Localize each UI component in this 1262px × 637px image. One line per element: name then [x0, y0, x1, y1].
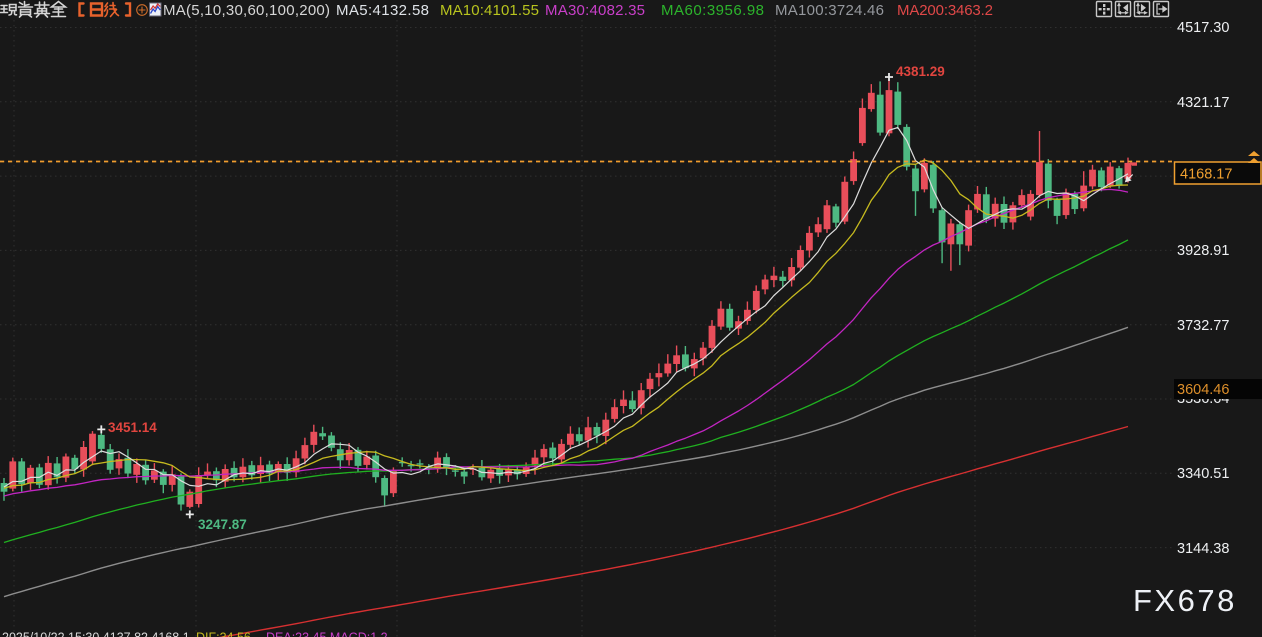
- svg-text:DIF:34.56: DIF:34.56: [196, 631, 251, 637]
- svg-text:MA5:4132.58: MA5:4132.58: [336, 2, 429, 19]
- svg-text:4321.17: 4321.17: [1177, 95, 1229, 111]
- svg-text:MA10:4101.55: MA10:4101.55: [440, 2, 539, 19]
- svg-text:FX678: FX678: [1133, 583, 1237, 618]
- svg-text:4168.17: 4168.17: [1180, 167, 1232, 183]
- svg-text:3928.91: 3928.91: [1177, 243, 1229, 259]
- svg-text:3451.14: 3451.14: [108, 420, 157, 435]
- svg-text:3732.77: 3732.77: [1177, 318, 1229, 334]
- svg-text:4517.30: 4517.30: [1177, 20, 1229, 36]
- svg-text:MA60:3956.98: MA60:3956.98: [661, 2, 764, 19]
- svg-text:MA(5,10,30,60,100,200): MA(5,10,30,60,100,200): [163, 2, 330, 19]
- svg-text:3247.87: 3247.87: [198, 517, 247, 532]
- svg-text:2025/10/22 15:30 4137.82 4168.: 2025/10/22 15:30 4137.82 4168.1: [2, 631, 190, 637]
- svg-text:3144.38: 3144.38: [1177, 541, 1229, 557]
- svg-text:4381.29: 4381.29: [896, 64, 945, 79]
- svg-text:3604.46: 3604.46: [1177, 382, 1229, 398]
- svg-text:3340.51: 3340.51: [1177, 466, 1229, 482]
- svg-text:MA100:3724.46: MA100:3724.46: [775, 2, 884, 19]
- svg-text:MA30:4082.35: MA30:4082.35: [545, 2, 645, 19]
- svg-text:MA200:3463.2: MA200:3463.2: [897, 2, 993, 19]
- svg-text:DEA:23.45 MACD:1.2: DEA:23.45 MACD:1.2: [266, 631, 388, 637]
